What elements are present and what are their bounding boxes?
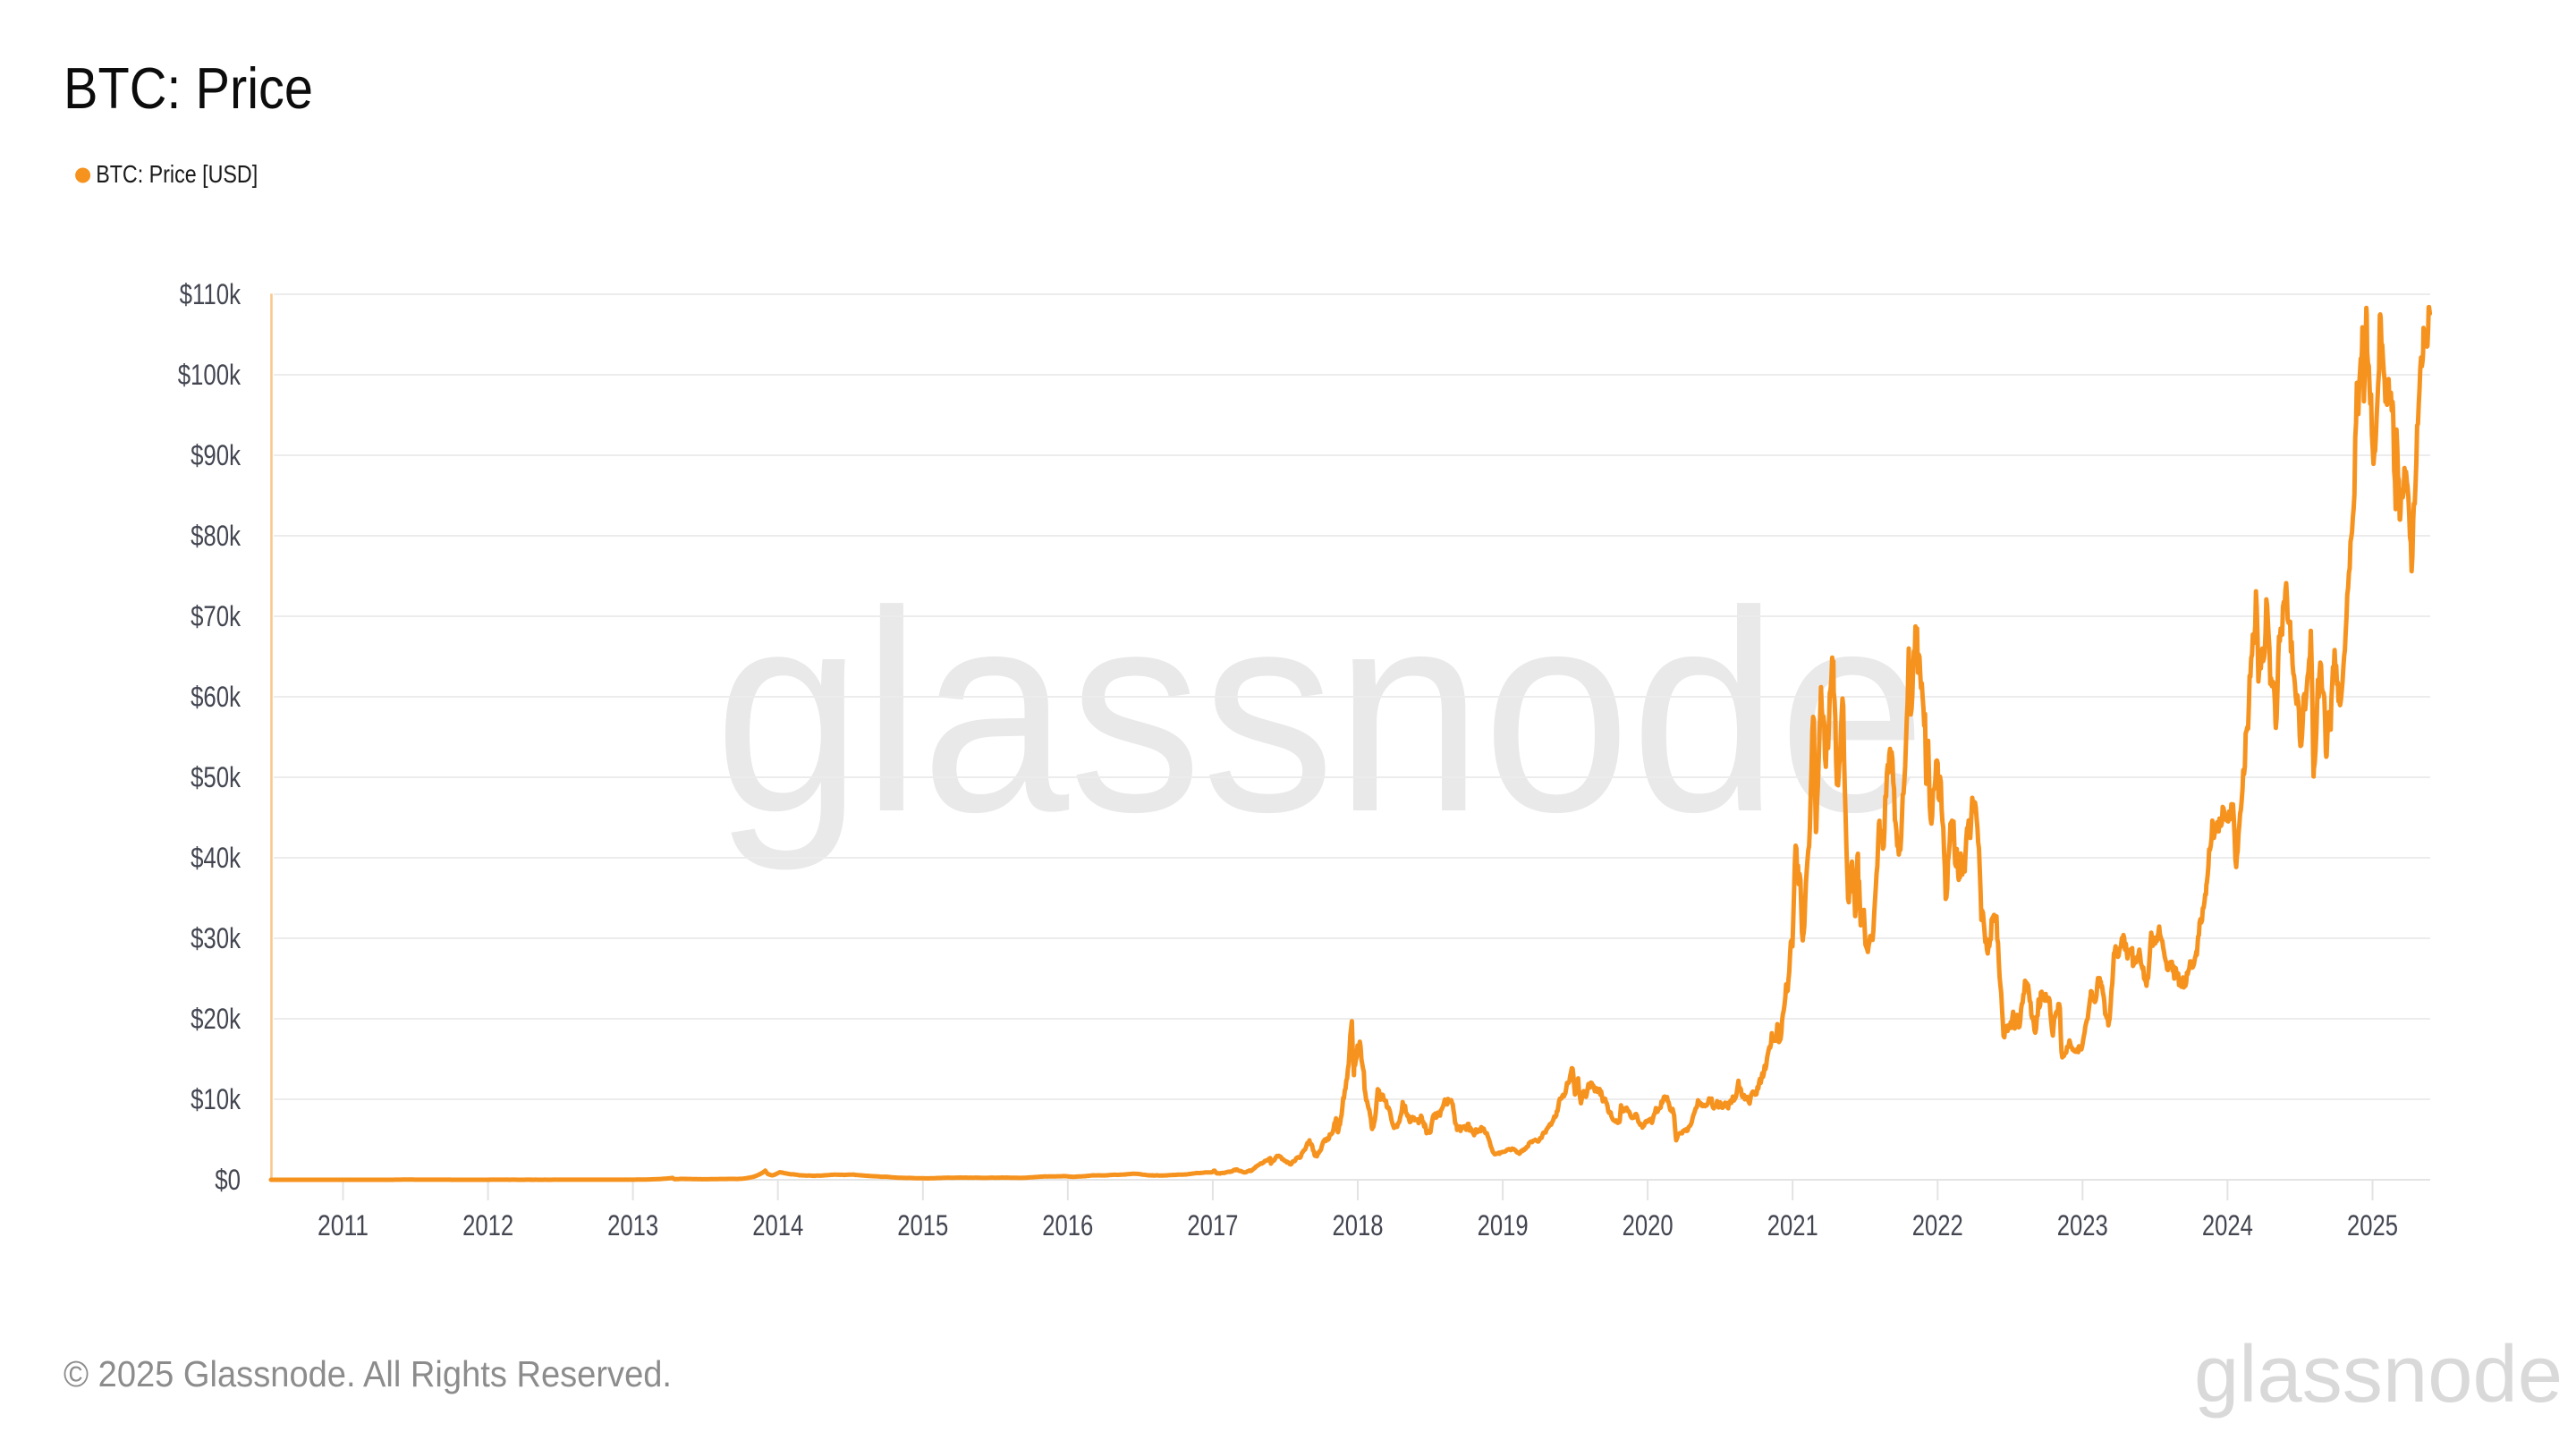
svg-text:2019: 2019 [1478,1209,1529,1241]
svg-text:2022: 2022 [1912,1209,1963,1241]
svg-text:$110k: $110k [180,278,242,310]
svg-text:2021: 2021 [1767,1209,1818,1241]
svg-text:2013: 2013 [607,1209,658,1241]
svg-text:$30k: $30k [191,922,242,954]
svg-text:2020: 2020 [1623,1209,1674,1241]
svg-text:2011: 2011 [318,1209,369,1241]
svg-text:BTC: Price: BTC: Price [64,55,313,121]
svg-text:$80k: $80k [191,520,242,552]
svg-text:$40k: $40k [191,842,242,874]
svg-text:$50k: $50k [191,761,242,793]
svg-text:$0: $0 [215,1164,241,1196]
svg-text:glassnode: glassnode [715,551,1927,873]
svg-text:$10k: $10k [191,1083,242,1115]
svg-text:2025: 2025 [2347,1209,2398,1241]
svg-text:2014: 2014 [752,1209,803,1241]
svg-text:BTC: Price [USD]: BTC: Price [USD] [96,160,258,188]
svg-text:2018: 2018 [1333,1209,1384,1241]
svg-text:glassnode: glassnode [2194,1330,2563,1419]
svg-text:© 2025 Glassnode. All Rights R: © 2025 Glassnode. All Rights Reserved. [64,1353,672,1394]
svg-text:2024: 2024 [2202,1209,2253,1241]
svg-text:$20k: $20k [191,1003,242,1035]
svg-text:$90k: $90k [191,439,242,471]
svg-text:2016: 2016 [1042,1209,1093,1241]
svg-text:$60k: $60k [191,681,242,713]
svg-text:2015: 2015 [897,1209,948,1241]
svg-text:2012: 2012 [462,1209,513,1241]
svg-text:2017: 2017 [1187,1209,1238,1241]
svg-text:2023: 2023 [2057,1209,2108,1241]
svg-text:$70k: $70k [191,600,242,632]
svg-text:$100k: $100k [178,359,242,391]
